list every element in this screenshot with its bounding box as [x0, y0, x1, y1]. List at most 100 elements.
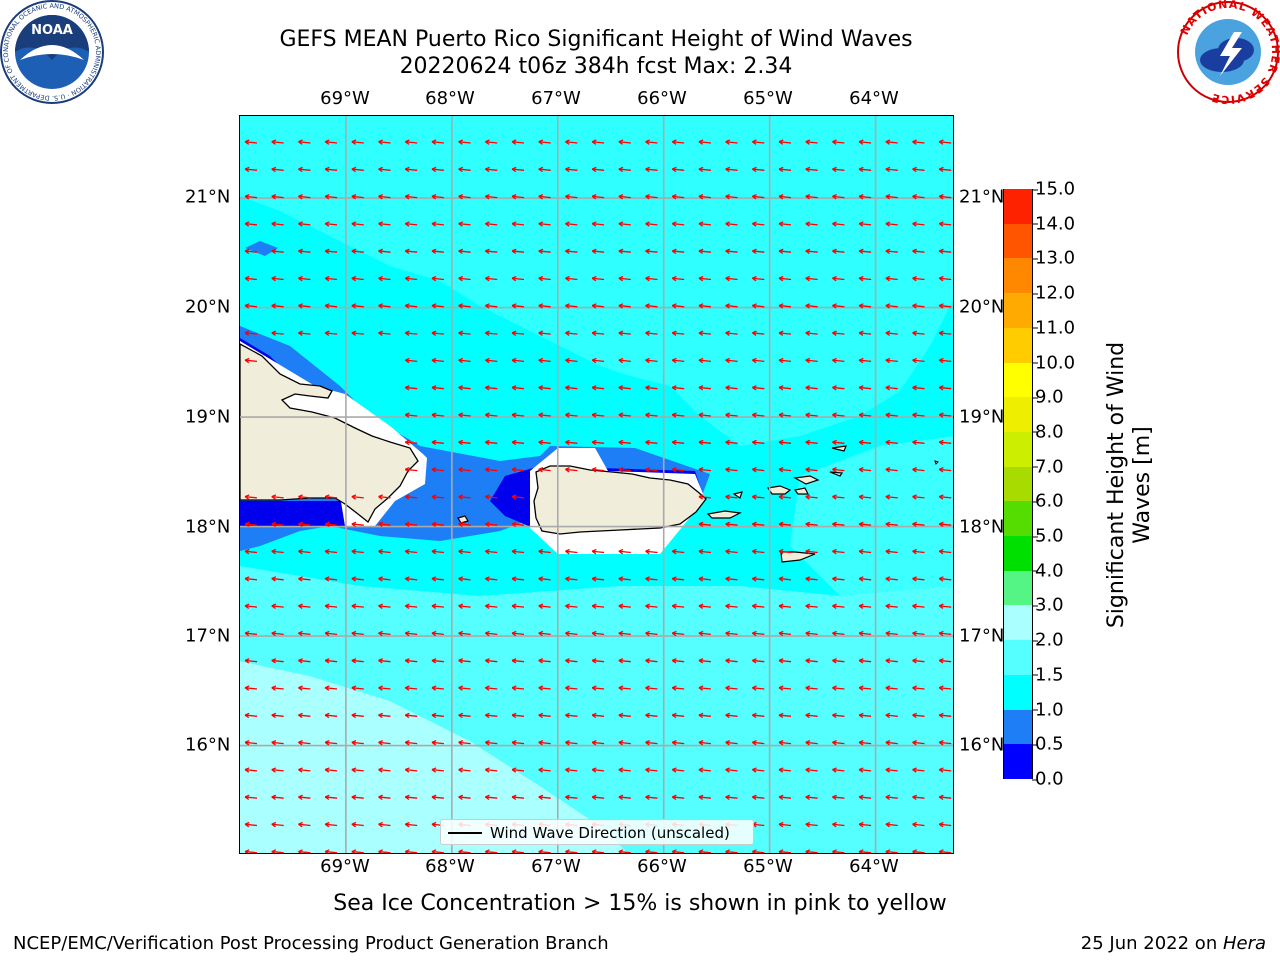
wave-direction-arrow [484, 221, 498, 227]
wave-direction-arrow [244, 821, 258, 828]
wave-direction-arrow [751, 248, 765, 255]
wave-direction-arrow [324, 275, 338, 282]
wave-direction-arrow [351, 275, 364, 282]
wave-direction-arrow [671, 658, 685, 664]
wave-direction-arrow [885, 767, 898, 773]
sea-ice-caption: Sea Ice Concentration > 15% is shown in … [333, 891, 947, 916]
lat-tick-left: 20°N [185, 296, 231, 318]
wave-direction-arrow [938, 521, 952, 528]
wave-direction-arrow [751, 548, 765, 555]
wave-direction-arrow [351, 794, 364, 801]
wave-direction-arrow [618, 248, 631, 255]
wave-direction-arrow [912, 658, 925, 664]
colorbar-segment [1004, 223, 1032, 259]
wave-direction-arrow [404, 357, 418, 364]
wave-direction-arrow [618, 576, 631, 582]
wave-direction-arrow [404, 467, 418, 473]
colorbar-label-line1: Significant Height of Wind [1104, 341, 1129, 629]
wave-direction-arrow [458, 767, 471, 773]
sea-high-region [240, 661, 628, 853]
nws-logo: NATIONAL WEATHER SERVICE [1176, 0, 1280, 106]
lat-tick-right: 20°N [959, 296, 1005, 318]
wave-direction-arrow [431, 849, 444, 853]
sea-very-low-region [240, 501, 345, 526]
lat-tick-left: 18°N [185, 516, 231, 538]
wave-direction-arrow [698, 658, 711, 664]
wave-direction-arrow [912, 166, 925, 173]
wave-direction-arrow [725, 303, 738, 309]
wave-direction-arrow [805, 685, 818, 691]
wave-direction-arrow [431, 794, 444, 801]
wave-direction-arrow [458, 439, 471, 446]
wave-direction-arrow [378, 330, 391, 336]
wave-direction-arrow [805, 303, 818, 309]
wave-direction-arrow [725, 221, 738, 227]
wave-direction-arrow [511, 439, 525, 446]
wave-direction-arrow [645, 194, 658, 200]
wave-direction-arrow [378, 767, 391, 773]
wave-direction-arrow [885, 139, 898, 145]
wave-direction-arrow [805, 603, 818, 609]
wave-direction-arrow [938, 412, 952, 418]
wave-direction-arrow [404, 494, 418, 500]
wave-direction-arrow [458, 412, 471, 418]
wave-direction-arrow [938, 357, 952, 364]
colorbar-segment [1004, 500, 1032, 537]
wave-direction-arrow [725, 467, 738, 473]
wave-direction-arrow [751, 166, 765, 173]
wave-direction-arrow [938, 740, 952, 746]
wave-direction-arrow [591, 439, 605, 446]
wave-direction-arrow [458, 494, 471, 500]
wave-direction-arrow [324, 712, 338, 719]
wave-direction-arrow [378, 712, 391, 719]
wave-direction-arrow [858, 385, 872, 391]
wave-direction-arrow [458, 275, 471, 282]
wave-direction-arrow [645, 303, 658, 309]
wave-direction-arrow [698, 412, 711, 418]
wave-direction-arrow [484, 166, 498, 173]
wave-direction-arrow [725, 166, 738, 173]
wave-direction-arrow [591, 740, 605, 746]
wave-direction-arrow [778, 194, 792, 200]
wave-direction-arrow [912, 467, 925, 473]
wave-direction-arrow [618, 330, 631, 336]
wave-direction-arrow [912, 548, 925, 555]
wave-direction-arrow [832, 658, 845, 664]
wave-direction-arrow [351, 576, 364, 582]
wave-direction-arrow [351, 821, 364, 828]
wave-direction-arrow [698, 303, 711, 309]
wave-direction-arrow [271, 303, 284, 309]
lat-tick-left: 19°N [185, 406, 231, 428]
colorbar-tick-label: 6.0 [1032, 490, 1064, 512]
wave-direction-arrow [805, 794, 818, 801]
wave-direction-arrow [271, 166, 284, 173]
wave-direction-arrow [538, 194, 551, 200]
wave-direction-arrow [538, 385, 551, 391]
wave-direction-arrow [938, 630, 952, 637]
wave-direction-arrow [912, 139, 925, 145]
wave-direction-arrow [725, 685, 738, 691]
wave-direction-arrow [511, 275, 525, 282]
wave-direction-arrow [938, 794, 952, 801]
wave-direction-arrow [778, 603, 792, 609]
wave-direction-arrow [591, 548, 605, 555]
wave-direction-arrow [538, 794, 551, 801]
wave-direction-arrow [565, 439, 578, 446]
wave-direction-arrow [671, 767, 685, 773]
wave-direction-arrow [671, 385, 685, 391]
wave-direction-arrow [404, 275, 418, 282]
wave-direction-arrow [885, 494, 898, 500]
wave-direction-arrow [778, 412, 792, 418]
wave-direction-arrow [298, 821, 311, 828]
wave-direction-arrow [271, 248, 284, 255]
wave-direction-arrow [538, 603, 551, 609]
wave-direction-arrow [805, 658, 818, 664]
wave-direction-arrow [431, 221, 444, 227]
colorbar-tick-label: 1.5 [1032, 664, 1064, 686]
wave-direction-arrow [458, 385, 471, 391]
wave-direction-arrow [618, 303, 631, 309]
wave-direction-arrow [912, 330, 925, 336]
wave-direction-arrow [298, 576, 311, 582]
wave-direction-arrow [938, 221, 952, 227]
wave-direction-arrow [778, 576, 792, 582]
